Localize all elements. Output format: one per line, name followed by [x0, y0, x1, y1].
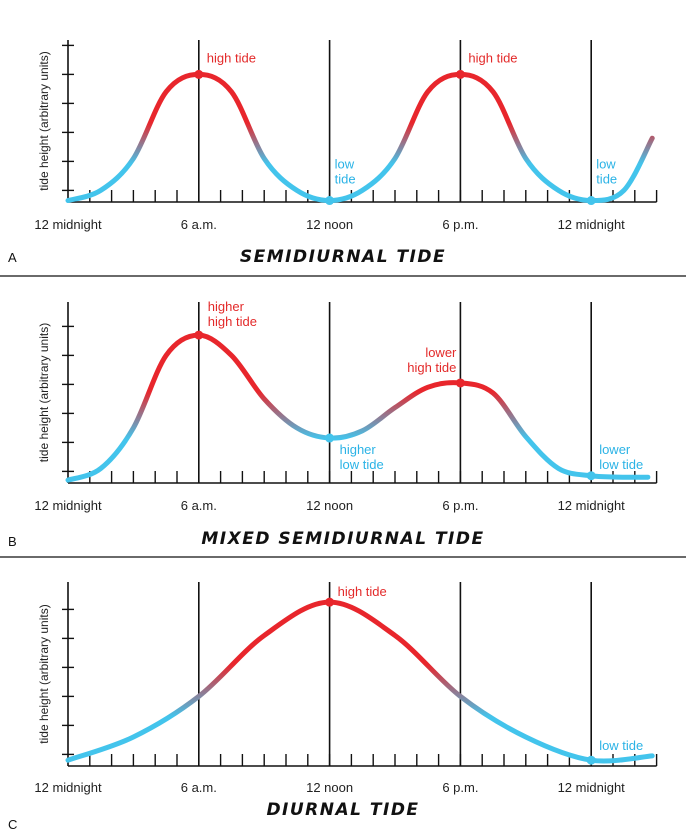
low-tide-marker: [325, 196, 335, 206]
x-tick-label: 12 noon: [306, 498, 353, 513]
high-tide-marker: [455, 378, 465, 388]
x-tick-label: 6 a.m.: [181, 498, 217, 513]
panel-title: MIXED SEMIDIURNAL TIDE: [201, 529, 484, 549]
x-tick-label: 12 midnight: [558, 780, 626, 795]
high-tide-marker: [194, 69, 204, 79]
high-tide-label: high tide: [468, 50, 517, 65]
y-axis-label: tide height (arbitrary units): [37, 323, 51, 462]
x-tick-label: 6 a.m.: [181, 217, 217, 232]
x-tick-label: 12 midnight: [558, 217, 626, 232]
high-tide-marker: [455, 69, 465, 79]
x-tick-label: 12 noon: [306, 217, 353, 232]
tide-curve: [65, 332, 651, 483]
panel-a: high tide low tide high tide low tide 12 midni…: [8, 40, 658, 267]
low-tide-marker: [325, 433, 335, 443]
high-tide-label: lower high tide: [407, 345, 457, 375]
low-tide-label: lower low tide: [599, 442, 643, 472]
x-tick-label: 12 midnight: [34, 498, 102, 513]
panel-title: DIURNAL TIDE: [266, 800, 419, 820]
x-tick-label: 12 midnight: [34, 780, 102, 795]
x-tick-label: 12 midnight: [34, 217, 102, 232]
x-tick-label: 6 p.m.: [442, 780, 478, 795]
y-axis-label: tide height (arbitrary units): [37, 604, 51, 743]
low-tide-label: low tide: [335, 157, 356, 187]
low-tide-label: low tide: [599, 738, 643, 753]
x-tick-label: 6 p.m.: [442, 217, 478, 232]
panel-letter: A: [8, 250, 17, 265]
low-tide-marker: [586, 755, 596, 765]
tide-curve: [65, 71, 655, 204]
x-tick-label: 6 a.m.: [181, 780, 217, 795]
x-tick-label: 6 p.m.: [442, 498, 478, 513]
low-tide-marker: [586, 196, 596, 206]
high-tide-marker: [325, 597, 335, 607]
tide-curve: [65, 599, 655, 764]
high-tide-label: higher high tide: [208, 299, 257, 329]
x-tick-label: 12 midnight: [558, 498, 626, 513]
high-tide-marker: [194, 330, 204, 340]
panel-c: high tide low tide 12 midnight 6 a.m. 12 noo…: [8, 582, 658, 832]
panel-letter: B: [8, 534, 17, 549]
low-tide-label: higher low tide: [340, 442, 384, 472]
panel-letter: C: [8, 817, 17, 832]
x-tick-label: 12 noon: [306, 780, 353, 795]
high-tide-label: high tide: [338, 584, 387, 599]
high-tide-label: high tide: [207, 50, 256, 65]
panel-title: SEMIDIURNAL TIDE: [240, 247, 446, 267]
panel-b: higher high tide higher low tide lower high t…: [8, 299, 658, 549]
low-tide-label: low tide: [596, 157, 617, 187]
y-axis-label: tide height (arbitrary units): [37, 51, 51, 190]
low-tide-marker: [586, 471, 596, 481]
